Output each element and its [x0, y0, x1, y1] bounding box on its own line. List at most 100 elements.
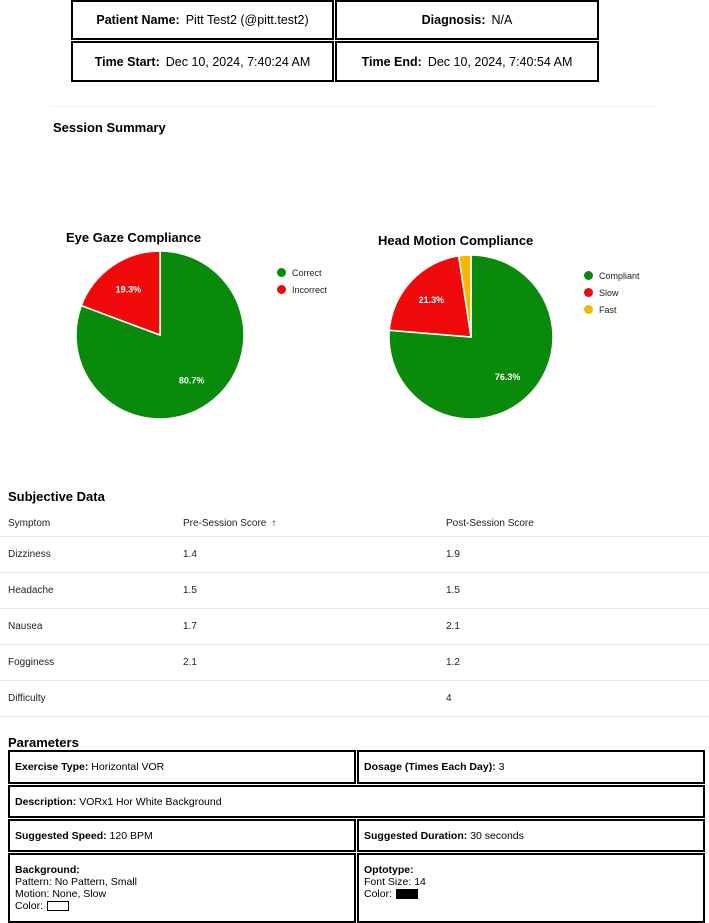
legend-dot-icon	[277, 268, 286, 277]
session-summary-title: Session Summary	[53, 120, 166, 135]
legend-label: Slow	[599, 287, 619, 298]
patient-name-box: Patient Name: Pitt Test2 (@pitt.test2)	[71, 0, 334, 40]
eye-gaze-legend-item-incorrect[interactable]: Incorrect	[277, 281, 327, 298]
optotype-label: Optotype:	[364, 864, 414, 876]
head-motion-legend: Compliant Slow Fast	[584, 267, 640, 318]
eye-gaze-chart-title: Eye Gaze Compliance	[66, 230, 202, 245]
cell-symptom: Nausea	[8, 621, 43, 632]
legend-dot-icon	[584, 271, 593, 280]
description-label: Description:	[15, 795, 77, 808]
exercise-type-value: Horizontal VOR	[91, 761, 165, 773]
background-color-row: Color:	[15, 900, 349, 912]
eye-gaze-data-label-correct: 80.7%	[179, 376, 205, 386]
head-motion-legend-item-slow[interactable]: Slow	[584, 284, 640, 301]
cell-post-score: 4	[446, 693, 452, 704]
exercise-type-box: Exercise Type: Horizontal VOR	[8, 750, 356, 784]
cell-post-score: 1.9	[446, 549, 460, 560]
time-start-label: Time Start:	[94, 54, 160, 69]
cell-symptom: Fogginess	[8, 657, 55, 668]
column-header-pre-session-label: Pre-Session Score	[183, 517, 267, 529]
arrow-up-icon[interactable]: ↑	[271, 517, 277, 529]
legend-label: Compliant	[599, 270, 640, 281]
diagnosis-label: Diagnosis:	[421, 13, 486, 27]
head-motion-slice-slow	[388, 255, 472, 338]
time-start-value: Dec 10, 2024, 7:40:24 AM	[165, 54, 311, 69]
legend-dot-icon	[584, 288, 593, 297]
head-motion-legend-item-fast[interactable]: Fast	[584, 301, 640, 318]
dosage-box: Dosage (Times Each Day): 3	[357, 750, 705, 784]
cell-post-score: 1.2	[446, 657, 460, 668]
cell-pre-score: 1.4	[183, 549, 197, 560]
cell-post-score: 2.1	[446, 621, 460, 632]
cell-symptom: Difficulty	[8, 693, 46, 704]
background-box: Background: Pattern: No Pattern, Small M…	[8, 853, 356, 923]
head-motion-legend-item-compliant[interactable]: Compliant	[584, 267, 640, 284]
eye-gaze-legend-item-correct[interactable]: Correct	[277, 264, 327, 281]
suggested-duration-label: Suggested Duration:	[364, 829, 468, 842]
legend-dot-icon	[584, 305, 593, 314]
table-row: Difficulty 4	[0, 681, 709, 717]
header-divider	[50, 106, 655, 107]
suggested-speed-label: Suggested Speed:	[15, 829, 107, 842]
suggested-duration-box: Suggested Duration: 30 seconds	[357, 819, 705, 852]
eye-gaze-legend: Correct Incorrect	[277, 264, 327, 298]
column-header-symptom[interactable]: Symptom	[8, 517, 51, 529]
cell-pre-score: 1.5	[183, 585, 197, 596]
head-motion-slice-fast	[457, 254, 472, 338]
exercise-type-label: Exercise Type:	[15, 761, 89, 773]
background-color-label: Color:	[15, 900, 44, 912]
suggested-speed-box: Suggested Speed: 120 BPM	[8, 819, 356, 852]
table-header-row: Symptom Pre-Session Score ↑ Post-Session …	[0, 510, 709, 537]
eye-gaze-pie-chart: 80.7% 19.3%	[75, 250, 245, 420]
head-motion-data-label-compliant: 76.3%	[495, 372, 521, 382]
optotype-color-label: Color:	[364, 888, 393, 900]
patient-name-label: Patient Name:	[96, 13, 180, 27]
subjective-table: Symptom Pre-Session Score ↑ Post-Session …	[0, 510, 709, 717]
legend-label: Fast	[599, 304, 617, 315]
patient-name-value: Pitt Test2 (@pitt.test2)	[185, 13, 309, 27]
background-label: Background:	[15, 864, 80, 876]
head-motion-slice-compliant	[388, 254, 554, 420]
subjective-data-title: Subjective Data	[8, 489, 105, 504]
background-color-swatch	[47, 901, 70, 912]
background-pattern: Pattern: No Pattern, Small	[15, 876, 137, 888]
cell-symptom: Headache	[8, 585, 54, 596]
cell-symptom: Dizziness	[8, 549, 51, 560]
description-box: Description: VORx1 Hor White Background	[8, 785, 705, 818]
dosage-label: Dosage (Times Each Day):	[364, 761, 496, 773]
dosage-value: 3	[498, 761, 505, 773]
parameters-title: Parameters	[8, 735, 79, 750]
cell-pre-score: 1.7	[183, 621, 197, 632]
eye-gaze-slice-incorrect	[80, 250, 161, 337]
table-row: Nausea 1.7 2.1	[0, 609, 709, 645]
column-header-pre-session[interactable]: Pre-Session Score ↑	[183, 518, 276, 529]
suggested-duration-value: 30 seconds	[470, 829, 524, 842]
head-motion-data-label-slow: 21.3%	[419, 295, 445, 305]
background-motion: Motion: None, Slow	[15, 888, 107, 900]
table-row: Fogginess 2.1 1.2	[0, 645, 709, 681]
column-header-post-session[interactable]: Post-Session Score	[446, 517, 534, 529]
suggested-speed-value: 120 BPM	[109, 829, 153, 842]
time-end-box: Time End: Dec 10, 2024, 7:40:54 AM	[335, 41, 599, 82]
diagnosis-value: N/A	[491, 13, 513, 27]
table-row: Headache 1.5 1.5	[0, 573, 709, 609]
cell-pre-score: 2.1	[183, 657, 197, 668]
eye-gaze-data-label-incorrect: 19.3%	[116, 284, 142, 294]
time-end-value: Dec 10, 2024, 7:40:54 AM	[427, 54, 573, 69]
description-value: VORx1 Hor White Background	[79, 795, 222, 808]
optotype-color-swatch	[396, 889, 419, 900]
cell-post-score: 1.5	[446, 585, 460, 596]
head-motion-pie-chart: 76.3% 21.3%	[388, 254, 554, 420]
time-end-label: Time End:	[361, 54, 422, 69]
table-row: Dizziness 1.4 1.9	[0, 537, 709, 573]
diagnosis-box: Diagnosis: N/A	[335, 0, 599, 40]
legend-label: Incorrect	[292, 284, 328, 295]
head-motion-chart-title: Head Motion Compliance	[378, 233, 534, 248]
legend-dot-icon	[277, 285, 286, 294]
legend-label: Correct	[292, 267, 322, 278]
optotype-box: Optotype: Font Size: 14 Color:	[357, 853, 705, 923]
optotype-font-size: Font Size: 14	[364, 876, 426, 888]
time-start-box: Time Start: Dec 10, 2024, 7:40:24 AM	[71, 41, 334, 82]
optotype-color-row: Color:	[364, 888, 698, 900]
eye-gaze-slice-correct	[75, 250, 245, 420]
